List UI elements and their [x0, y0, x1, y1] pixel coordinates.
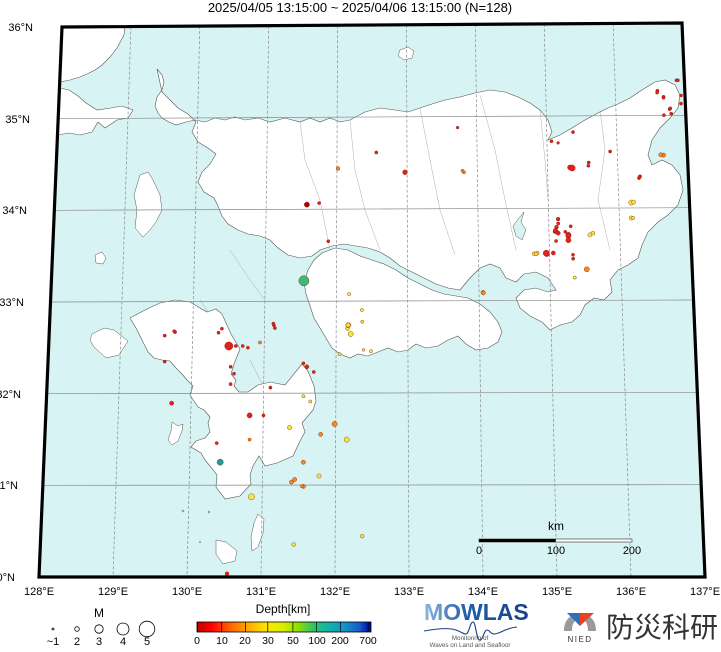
svg-text:50: 50	[287, 635, 299, 647]
svg-text:133°E: 133°E	[394, 586, 424, 598]
svg-text:33°N: 33°N	[0, 297, 24, 309]
svg-text:131°E: 131°E	[246, 586, 276, 598]
svg-text:Depth[km]: Depth[km]	[256, 602, 311, 616]
svg-text:30: 30	[262, 635, 274, 647]
svg-text:20: 20	[239, 635, 251, 647]
svg-text:MOWLAS: MOWLAS	[424, 599, 529, 625]
svg-text:10: 10	[216, 635, 228, 647]
svg-text:~1: ~1	[47, 636, 60, 648]
svg-text:136°E: 136°E	[616, 586, 646, 598]
svg-text:Waves on Land and Seafloor: Waves on Land and Seafloor	[430, 642, 511, 649]
svg-text:2025/04/05 13:15:00 ~ 2025/04/: 2025/04/05 13:15:00 ~ 2025/04/06 13:15:0…	[208, 0, 512, 15]
svg-text:防災科研: 防災科研	[606, 612, 718, 643]
svg-text:5: 5	[144, 636, 150, 648]
svg-text:135°E: 135°E	[542, 586, 572, 598]
svg-text:100: 100	[308, 635, 326, 647]
svg-text:30°N: 30°N	[0, 572, 15, 584]
svg-text:NIED: NIED	[567, 635, 592, 644]
svg-text:200: 200	[331, 635, 349, 647]
svg-text:36°N: 36°N	[8, 22, 33, 34]
svg-text:137°E: 137°E	[690, 586, 720, 598]
svg-text:130°E: 130°E	[172, 586, 202, 598]
svg-text:100: 100	[547, 545, 565, 557]
svg-text:35°N: 35°N	[5, 114, 30, 126]
svg-text:129°E: 129°E	[98, 586, 128, 598]
svg-text:0: 0	[194, 635, 200, 647]
svg-text:34°N: 34°N	[2, 205, 27, 217]
svg-text:Monitoring of: Monitoring of	[452, 635, 489, 642]
svg-text:km: km	[548, 519, 564, 533]
svg-text:3: 3	[96, 636, 102, 648]
svg-text:132°E: 132°E	[320, 586, 350, 598]
svg-text:134°E: 134°E	[468, 586, 498, 598]
svg-text:31°N: 31°N	[0, 480, 18, 492]
svg-text:200: 200	[623, 545, 641, 557]
svg-text:128°E: 128°E	[24, 586, 54, 598]
svg-text:4: 4	[120, 636, 126, 648]
svg-text:M: M	[94, 606, 104, 620]
svg-text:700: 700	[359, 635, 377, 647]
svg-text:32°N: 32°N	[0, 389, 21, 401]
svg-text:0: 0	[476, 545, 482, 557]
svg-text:2: 2	[74, 636, 80, 648]
